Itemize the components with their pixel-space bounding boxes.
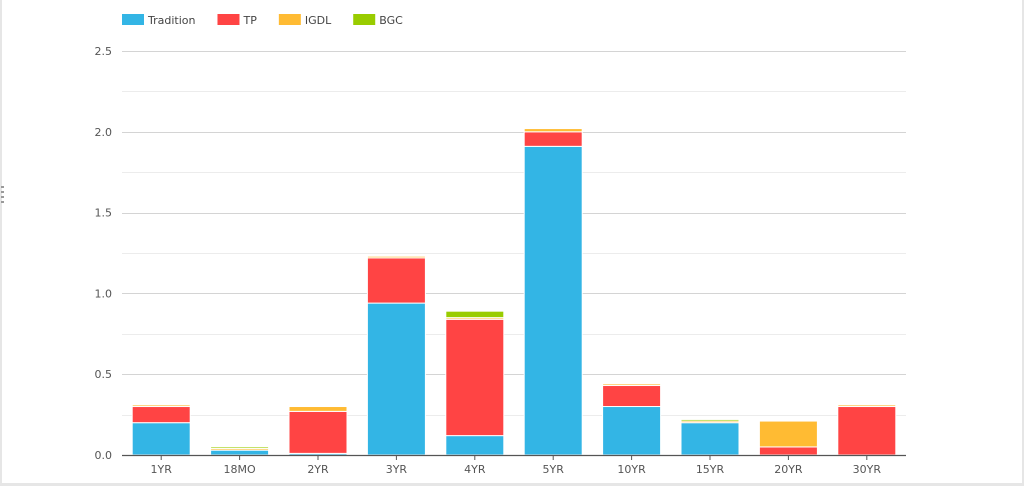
legend-item-igdl[interactable]: IGDL: [278, 14, 332, 27]
bar-segment-igdl[interactable]: [131, 404, 191, 408]
legend-swatch: [278, 14, 301, 25]
y-tick-label: 1.5: [95, 207, 113, 220]
bar-segment-tradition[interactable]: [602, 406, 662, 456]
legend-item-tradition[interactable]: Tradition: [122, 14, 196, 27]
bar-segment-tp[interactable]: [131, 406, 191, 424]
legend-label: TP: [242, 14, 257, 27]
bar-segment-tp[interactable]: [837, 406, 897, 456]
legend-label: IGDL: [305, 14, 332, 27]
bar-segment-tp[interactable]: [366, 257, 426, 304]
bar-segment-tradition[interactable]: [445, 435, 505, 456]
bar-segment-tp[interactable]: [602, 385, 662, 408]
x-tick-label: 30YR: [853, 463, 882, 476]
bar-segment-tp[interactable]: [445, 318, 505, 437]
x-tick-label: 10YR: [617, 463, 646, 476]
axes: 0.0 0.5 1.0 1.5 2.0 2.5 1YR 18MO 2YR 3YR 4YR 5YR 10Y…: [95, 45, 906, 476]
legend-swatch: [353, 14, 376, 25]
legend: Tradition TP IGDL BGC: [122, 14, 403, 27]
bar-segment-tp[interactable]: [758, 446, 818, 456]
bar-segment-bgc[interactable]: [680, 418, 740, 422]
bars: [131, 128, 897, 456]
bar-segment-tp[interactable]: [523, 131, 583, 147]
legend-swatch: [122, 14, 144, 25]
bar-segment-tradition[interactable]: [131, 422, 191, 456]
bar-segment-igdl[interactable]: [837, 404, 897, 408]
legend-label: Tradition: [147, 14, 196, 27]
x-tick-label: 18MO: [224, 463, 256, 476]
x-tick-label: 1YR: [151, 463, 173, 476]
y-tick-label: 2.5: [95, 45, 113, 58]
bar-segment-tradition[interactable]: [680, 422, 740, 456]
x-tick-label: 4YR: [464, 463, 486, 476]
y-tick-label: 2.0: [95, 126, 113, 139]
bar-segment-igdl[interactable]: [366, 255, 426, 259]
y-tick-label: 1.0: [95, 287, 113, 300]
bar-segment-tradition[interactable]: [523, 145, 583, 456]
bar-segment-igdl[interactable]: [288, 406, 348, 412]
resize-handle[interactable]: [0, 186, 5, 208]
bar-segment-tradition[interactable]: [366, 302, 426, 456]
x-tick-label: 15YR: [696, 463, 725, 476]
y-tick-label: 0.0: [95, 449, 113, 462]
grid-lines: [122, 51, 906, 416]
bar-segment-bgc[interactable]: [445, 310, 505, 319]
bar-segment-igdl[interactable]: [523, 128, 583, 133]
bar-segment-tradition[interactable]: [210, 449, 270, 456]
y-tick-label: 0.5: [95, 368, 113, 381]
x-tick-label: 2YR: [307, 463, 329, 476]
bar-segment-igdl[interactable]: [602, 383, 662, 387]
bar-segment-bgc[interactable]: [210, 446, 270, 450]
x-tick-label: 3YR: [386, 463, 408, 476]
legend-item-tp[interactable]: TP: [217, 14, 257, 27]
legend-label: BGC: [379, 14, 403, 27]
x-tick-label: 5YR: [543, 463, 565, 476]
bar-segment-igdl[interactable]: [758, 420, 818, 448]
legend-swatch: [217, 14, 240, 25]
bar-segment-tp[interactable]: [288, 410, 348, 454]
x-tick-label: 20YR: [774, 463, 803, 476]
legend-item-bgc[interactable]: BGC: [353, 14, 403, 27]
